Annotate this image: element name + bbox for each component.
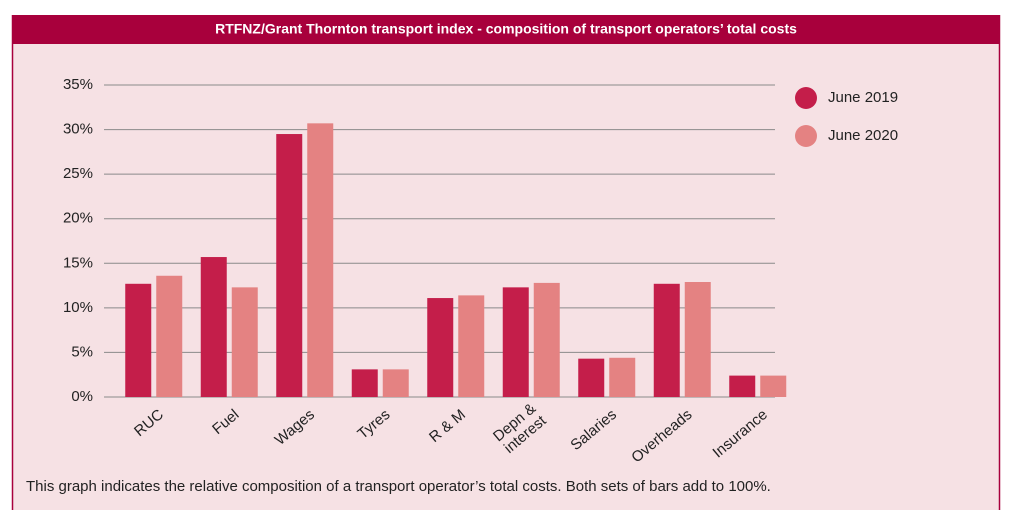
header-bar: [12, 15, 1000, 44]
bar: [653, 283, 680, 397]
y-tick-label: 0%: [71, 388, 93, 405]
bar: [729, 375, 756, 397]
legend-label: June 2020: [828, 127, 898, 144]
panel: [12, 15, 1000, 510]
bar: [351, 369, 378, 397]
bar: [502, 287, 529, 397]
y-tick-label: 15%: [63, 254, 93, 271]
y-tick-label: 35%: [63, 76, 93, 93]
bar: [200, 257, 227, 397]
chart-title: RTFNZ/Grant Thornton transport index - c…: [215, 21, 797, 37]
y-tick-label: 5%: [71, 343, 93, 360]
bar: [458, 295, 485, 397]
bar: [156, 275, 183, 397]
bar: [276, 134, 303, 397]
legend-label: June 2019: [828, 89, 898, 106]
bar: [125, 283, 152, 397]
y-tick-label: 10%: [63, 299, 93, 316]
bar: [231, 287, 258, 397]
bar: [382, 369, 409, 397]
bar: [684, 282, 711, 397]
y-tick-label: 30%: [63, 121, 93, 138]
y-tick-label: 25%: [63, 165, 93, 182]
legend-swatch: [795, 125, 817, 147]
bar: [609, 357, 636, 397]
caption: This graph indicates the relative compos…: [26, 478, 771, 495]
bar: [760, 375, 787, 397]
bar: [427, 298, 454, 397]
bar: [578, 358, 605, 397]
legend-swatch: [795, 87, 817, 109]
bar: [307, 123, 334, 398]
y-tick-label: 20%: [63, 210, 93, 227]
bar: [533, 282, 560, 397]
